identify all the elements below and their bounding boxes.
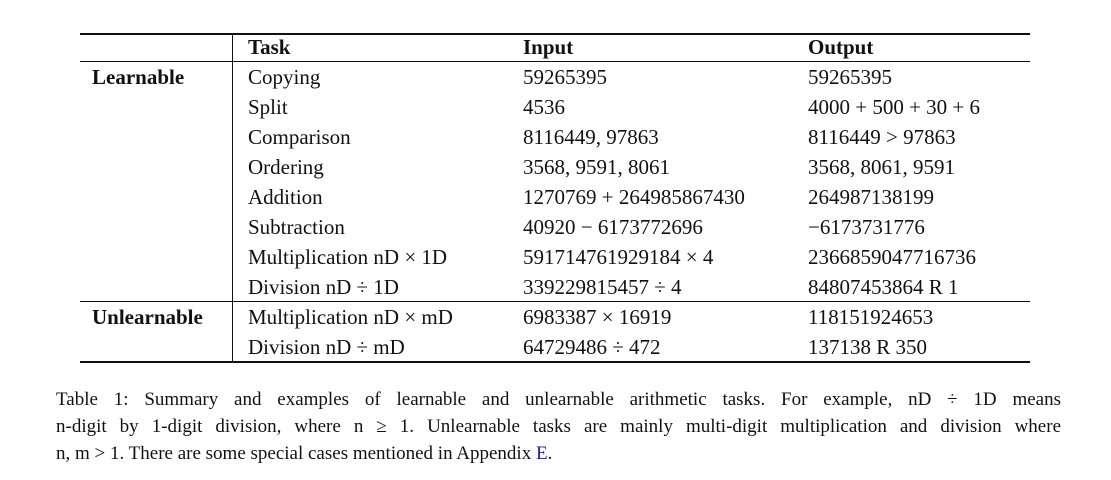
input-cell: 3568, 9591, 8061	[523, 155, 670, 179]
task-cell: Subtraction	[248, 215, 345, 239]
bottom-rule	[80, 361, 1030, 363]
caption-line: n-digit by 1-digit division, where n ≥ 1…	[56, 416, 1061, 437]
input-cell: 59265395	[523, 65, 607, 89]
output-cell: 137138 R 350	[808, 335, 928, 359]
input-cell: 1270769 + 264985867430	[523, 185, 745, 209]
header-output: Output	[808, 35, 874, 59]
input-cell: 4536	[523, 95, 565, 119]
input-cell: 591714761929184 × 4	[523, 245, 714, 269]
output-cell: 84807453864 R 1	[808, 275, 959, 299]
input-cell: 64729486 ÷ 472	[523, 335, 661, 359]
task-cell: Split	[248, 95, 288, 119]
output-cell: 118151924653	[808, 305, 934, 329]
output-cell: 4000 + 500 + 30 + 6	[808, 95, 981, 119]
output-cell: 2366859047716736	[808, 245, 976, 269]
input-cell: 339229815457 ÷ 4	[523, 275, 682, 299]
group-separator-rule	[80, 301, 1030, 302]
caption-line: Table 1: Summary and examples of learnab…	[56, 389, 1061, 410]
caption-text: n, m > 1. There are some special cases m…	[56, 443, 536, 464]
task-cell: Multiplication nD × 1D	[248, 245, 448, 269]
header-input: Input	[523, 35, 574, 59]
output-cell: −6173731776	[808, 215, 925, 239]
output-cell: 264987138199	[808, 185, 934, 209]
output-cell: 8116449 > 97863	[808, 125, 956, 149]
output-cell: 3568, 8061, 9591	[808, 155, 955, 179]
group-label-learnable: Learnable	[92, 65, 185, 89]
group-column-divider	[232, 33, 233, 362]
output-cell: 59265395	[808, 65, 892, 89]
appendix-link[interactable]: E	[535, 443, 548, 464]
group-label-unlearnable: Unlearnable	[92, 305, 203, 329]
task-cell: Addition	[248, 185, 323, 209]
task-cell: Comparison	[248, 125, 351, 149]
input-cell: 40920 − 6173772696	[523, 215, 703, 239]
header-task: Task	[248, 35, 291, 59]
caption-text: .	[547, 443, 553, 464]
task-cell: Copying	[248, 65, 321, 89]
task-cell: Division nD ÷ mD	[248, 335, 405, 359]
task-cell: Ordering	[248, 155, 324, 179]
input-cell: 6983387 × 16919	[523, 305, 672, 329]
task-cell: Multiplication nD × mD	[248, 305, 453, 329]
table-caption: Table 1: Summary and examples of learnab…	[56, 386, 1061, 467]
input-cell: 8116449, 97863	[523, 125, 659, 149]
task-cell: Division nD ÷ 1D	[248, 275, 399, 299]
top-rule	[80, 33, 1030, 35]
caption-line: n, m > 1. There are some special cases m…	[56, 440, 1061, 467]
header-rule	[80, 61, 1030, 62]
